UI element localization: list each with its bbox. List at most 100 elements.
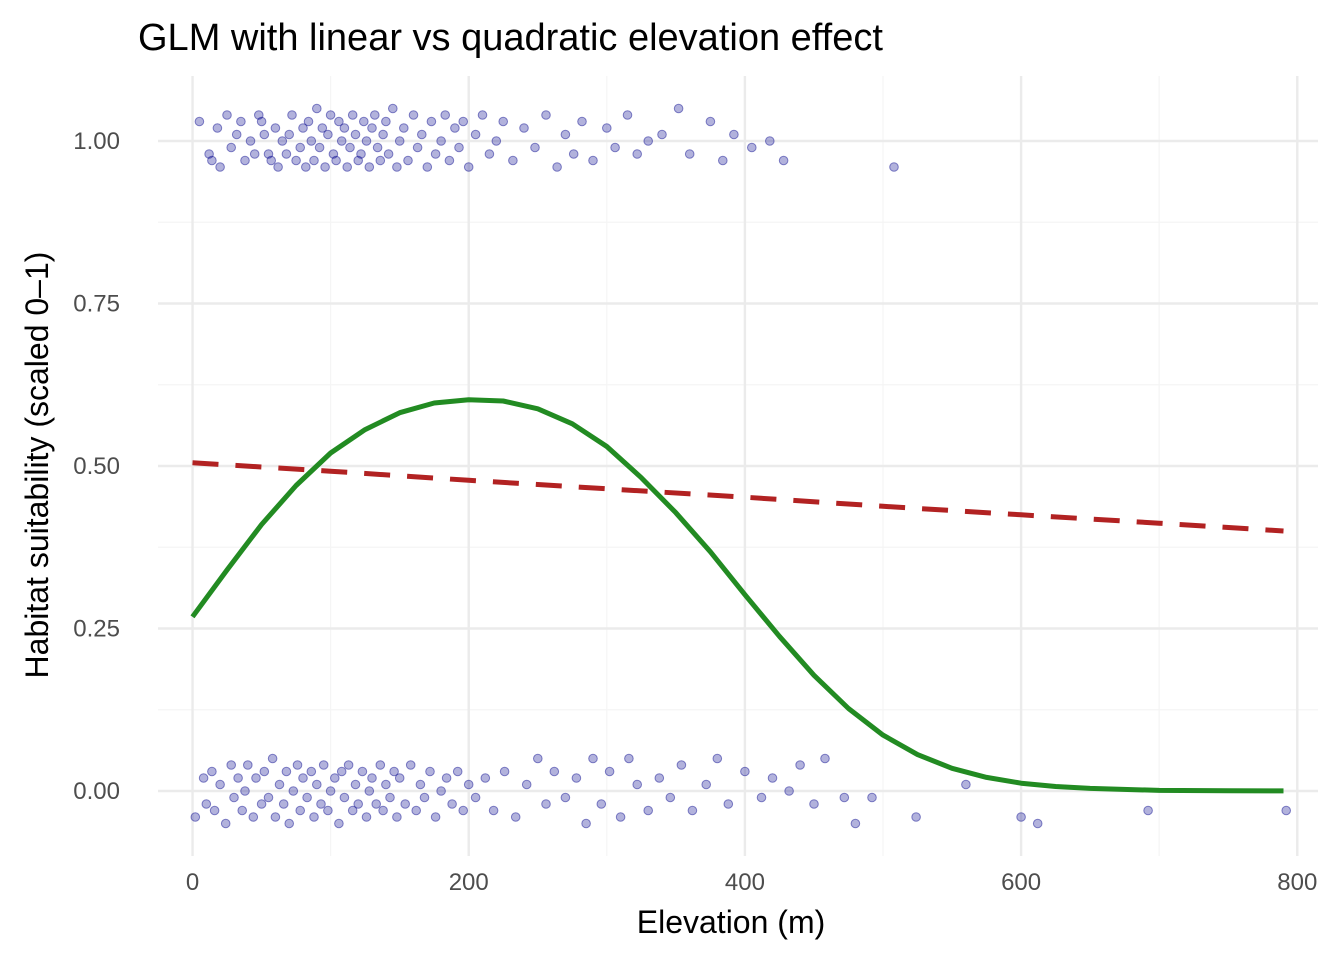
data-point (440, 110, 451, 120)
data-point (220, 818, 231, 829)
data-point (820, 753, 830, 764)
y-tick-label: 0.00 (73, 778, 120, 805)
data-point (747, 142, 757, 153)
data-point (353, 155, 364, 166)
data-point (499, 766, 510, 777)
data-point (577, 116, 587, 127)
data-point (665, 792, 676, 803)
data-point (657, 129, 667, 140)
data-point (204, 149, 214, 159)
data-point (521, 779, 532, 790)
x-tick-label: 400 (725, 869, 765, 896)
data-point (339, 792, 350, 803)
data-point (470, 792, 481, 803)
data-point (288, 786, 299, 796)
data-point (295, 805, 306, 816)
data-point (541, 799, 551, 809)
data-point (417, 129, 427, 140)
data-point (381, 116, 391, 127)
data-point (312, 779, 322, 790)
data-point (256, 799, 267, 809)
data-point (229, 792, 239, 803)
data-point (412, 142, 423, 153)
data-point (568, 149, 579, 159)
data-point (571, 773, 582, 783)
data-point (426, 116, 437, 127)
data-point (809, 799, 819, 809)
data-point (383, 149, 394, 159)
data-point (317, 123, 328, 133)
data-point (484, 149, 495, 159)
data-point (306, 136, 317, 146)
data-point (253, 110, 264, 120)
data-point (274, 779, 285, 790)
data-point (765, 136, 775, 146)
data-point (596, 799, 607, 809)
data-point (394, 136, 405, 146)
data-point (331, 155, 341, 166)
data-point (375, 760, 386, 770)
data-point (729, 129, 739, 140)
data-point (336, 766, 347, 777)
data-point (488, 805, 499, 816)
data-point (273, 162, 283, 172)
data-point (408, 110, 419, 120)
data-point (454, 142, 464, 153)
data-point (302, 792, 312, 803)
data-point (705, 116, 716, 127)
data-point (309, 155, 319, 166)
data-point (256, 116, 267, 127)
data-point (325, 110, 336, 120)
data-point (1032, 818, 1043, 829)
quadratic-fit-line (190, 397, 1284, 794)
data-point (756, 792, 767, 803)
data-point (353, 799, 364, 809)
data-point (371, 799, 382, 809)
data-point (237, 805, 247, 816)
y-tick-label: 0.75 (73, 291, 120, 318)
data-point (201, 799, 212, 809)
data-point (370, 110, 380, 120)
data-point (604, 766, 615, 777)
data-point (441, 773, 452, 783)
data-point (240, 155, 250, 166)
data-point (298, 123, 308, 133)
data-point (316, 799, 326, 809)
data-point (581, 818, 591, 829)
data-point (350, 779, 361, 790)
data-point (249, 149, 260, 159)
data-point (403, 155, 413, 166)
data-point (312, 103, 322, 114)
y-tick-label: 1.00 (73, 128, 120, 155)
data-point (673, 103, 684, 114)
data-point (795, 760, 805, 770)
data-point (889, 162, 899, 172)
data-point (342, 162, 353, 172)
data-point (378, 129, 388, 140)
data-point (450, 123, 460, 133)
data-point (198, 773, 209, 783)
data-point (291, 155, 301, 166)
data-point (357, 766, 368, 777)
data-point (277, 136, 288, 146)
x-axis-title: Elevation (m) (637, 904, 826, 940)
data-point (444, 155, 455, 166)
data-point (533, 753, 543, 764)
data-point (248, 812, 259, 822)
data-point (270, 123, 281, 133)
data-point (480, 773, 491, 783)
x-tick-label: 0 (186, 869, 199, 896)
data-point (463, 779, 474, 790)
data-point (381, 779, 391, 790)
data-point (436, 136, 446, 146)
data-point (643, 136, 654, 146)
data-point (723, 799, 734, 809)
data-point (236, 116, 246, 127)
data-point (281, 149, 292, 159)
data-point (226, 760, 236, 770)
data-point (430, 149, 441, 159)
data-point (309, 812, 319, 822)
